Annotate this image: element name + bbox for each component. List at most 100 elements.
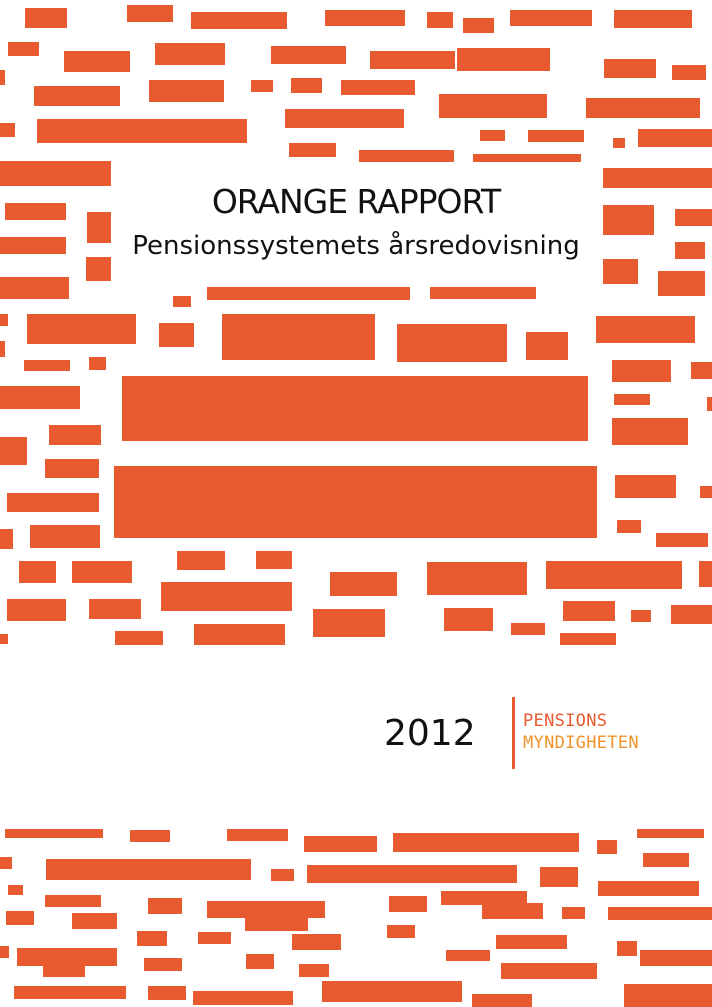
redaction-bar xyxy=(45,459,99,478)
redaction-bar xyxy=(617,520,641,533)
redaction-bar xyxy=(614,394,650,405)
redaction-bar xyxy=(144,958,182,971)
redaction-bar xyxy=(7,493,99,512)
redaction-bar xyxy=(0,437,27,465)
redaction-bar xyxy=(289,143,336,157)
redaction-bar xyxy=(496,935,567,949)
redaction-bar xyxy=(6,911,34,925)
redaction-bar xyxy=(161,582,292,611)
redaction-bar xyxy=(397,324,507,362)
redaction-bar xyxy=(251,80,273,92)
redaction-bar xyxy=(439,94,547,118)
redaction-bar xyxy=(64,51,130,72)
redaction-bar xyxy=(0,857,12,869)
redaction-bar xyxy=(149,80,224,102)
redaction-bar xyxy=(612,360,671,382)
redaction-bar xyxy=(30,525,100,548)
redaction-bar xyxy=(707,397,712,411)
redaction-bar xyxy=(617,941,637,956)
redaction-bar xyxy=(638,129,712,147)
redaction-bar xyxy=(370,51,455,69)
redaction-bar xyxy=(612,418,688,445)
redaction-bar xyxy=(194,624,285,645)
redaction-bar xyxy=(597,840,617,854)
redaction-bar xyxy=(25,8,67,28)
redaction-bar xyxy=(427,12,453,28)
redaction-bar xyxy=(256,551,292,569)
redaction-bar xyxy=(8,42,39,56)
redaction-bar xyxy=(49,425,101,445)
redaction-bar xyxy=(0,123,15,137)
redaction-bar xyxy=(672,65,706,80)
redaction-bar xyxy=(427,562,527,595)
redaction-bar xyxy=(313,609,385,637)
redaction-bar xyxy=(511,623,545,635)
redaction-bar xyxy=(341,80,415,95)
redaction-bar xyxy=(0,946,9,958)
redaction-bar xyxy=(19,561,56,583)
redaction-bar xyxy=(0,529,13,549)
redaction-bar xyxy=(159,323,194,347)
redaction-bar xyxy=(271,46,346,64)
redaction-bar xyxy=(7,599,66,621)
report-subtitle: Pensionssystemets årsredovisning xyxy=(132,231,580,261)
report-year: 2012 xyxy=(384,713,476,754)
redaction-bar xyxy=(510,10,592,26)
redaction-bar xyxy=(155,43,225,65)
redaction-bar xyxy=(24,360,70,371)
redaction-bar xyxy=(441,891,527,905)
redaction-bar xyxy=(130,830,170,842)
redaction-bar xyxy=(5,203,66,220)
redaction-bar xyxy=(560,633,616,645)
redaction-bar xyxy=(691,362,712,379)
redaction-bar xyxy=(637,829,704,838)
redaction-bar xyxy=(473,154,581,162)
redaction-bar xyxy=(0,70,5,85)
redaction-bar xyxy=(463,18,494,33)
redaction-bar xyxy=(325,10,405,26)
redaction-bar xyxy=(0,386,80,409)
redaction-bar xyxy=(0,161,111,186)
redaction-bar xyxy=(675,242,705,259)
redaction-bar xyxy=(528,130,584,142)
redaction-bar xyxy=(598,881,699,896)
redaction-bar xyxy=(193,991,293,1005)
redaction-bar xyxy=(177,551,225,570)
redaction-bar xyxy=(0,277,69,299)
redaction-bar xyxy=(457,48,550,71)
redaction-bar xyxy=(603,205,654,235)
redaction-bar xyxy=(446,950,490,961)
redaction-bar xyxy=(198,932,231,944)
redaction-bar xyxy=(207,287,410,300)
redaction-bar xyxy=(72,913,117,929)
redaction-bar xyxy=(444,608,493,631)
redaction-bar xyxy=(675,209,712,226)
redaction-bar xyxy=(501,963,597,979)
redaction-bar xyxy=(5,829,103,838)
redaction-bar xyxy=(671,605,712,624)
redaction-bar xyxy=(89,357,106,370)
redaction-bar xyxy=(480,130,505,141)
redaction-bar xyxy=(17,948,117,966)
redaction-bar xyxy=(0,341,5,357)
redaction-bar xyxy=(472,994,532,1007)
redaction-bar xyxy=(640,950,712,966)
redaction-bar xyxy=(643,853,689,867)
redaction-bar xyxy=(624,984,712,1007)
redaction-bar xyxy=(330,572,397,596)
redaction-bar xyxy=(526,332,568,360)
redaction-bar xyxy=(393,833,579,852)
redaction-bar xyxy=(148,986,186,1000)
redaction-bar xyxy=(614,10,692,28)
redaction-bar xyxy=(0,314,8,326)
redaction-bar xyxy=(603,168,712,188)
redaction-bar xyxy=(227,829,288,841)
redaction-bar xyxy=(271,869,294,881)
redaction-bar xyxy=(114,466,597,538)
logo-line-myndigheten: MYNDIGHETEN xyxy=(523,733,639,753)
redaction-bar xyxy=(586,98,700,118)
redaction-bar xyxy=(115,631,163,645)
redaction-bar xyxy=(72,561,132,583)
redaction-bar xyxy=(700,486,712,498)
